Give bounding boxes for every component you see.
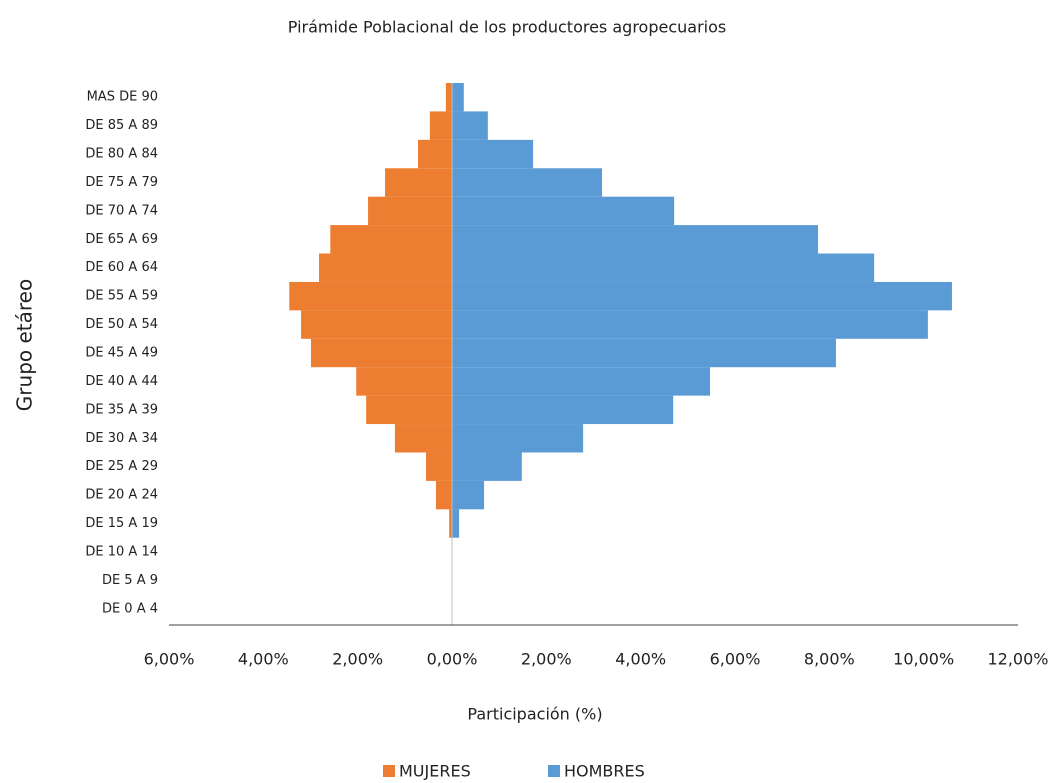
bar bbox=[452, 480, 485, 510]
x-tick-label: 10,00% bbox=[893, 650, 954, 669]
y-axis-title: Grupo etáreo bbox=[13, 279, 37, 411]
y-tick-label: DE 50 A 54 bbox=[85, 317, 158, 332]
bar bbox=[452, 168, 602, 197]
x-tick-label: 2,00% bbox=[332, 650, 383, 669]
bar bbox=[452, 111, 488, 140]
bar bbox=[452, 367, 711, 396]
y-tick-label: DE 70 A 74 bbox=[85, 203, 158, 218]
y-tick-label: DE 80 A 84 bbox=[85, 147, 158, 162]
bar bbox=[452, 253, 875, 282]
y-tick-label: DE 45 A 49 bbox=[85, 346, 158, 361]
y-tick-label: DE 25 A 29 bbox=[85, 459, 158, 474]
bar bbox=[445, 83, 452, 112]
y-tick-label: DE 40 A 44 bbox=[85, 374, 158, 389]
x-tick-label: 8,00% bbox=[804, 650, 855, 669]
bar bbox=[435, 480, 452, 510]
bar bbox=[449, 509, 452, 538]
chart-title: Pirámide Poblacional de los productores … bbox=[288, 18, 726, 37]
x-tick-label: 4,00% bbox=[238, 650, 289, 669]
bar bbox=[452, 424, 584, 453]
bar bbox=[385, 168, 452, 197]
y-tick-label: DE 35 A 39 bbox=[85, 402, 158, 417]
bar bbox=[368, 196, 452, 226]
bar bbox=[418, 139, 452, 169]
y-tick-label: MAS DE 90 bbox=[87, 90, 158, 105]
bar bbox=[429, 111, 452, 140]
legend-label: MUJERES bbox=[399, 762, 471, 781]
x-tick-label: 0,00% bbox=[427, 650, 478, 669]
x-axis-title: Participación (%) bbox=[467, 705, 602, 724]
y-tick-label: DE 15 A 19 bbox=[85, 516, 158, 531]
bar bbox=[356, 367, 452, 396]
bar bbox=[452, 196, 675, 226]
y-tick-label: DE 20 A 24 bbox=[85, 488, 158, 503]
bar bbox=[289, 281, 452, 311]
bar bbox=[426, 452, 452, 481]
x-tick-label: 4,00% bbox=[615, 650, 666, 669]
y-tick-label: DE 65 A 69 bbox=[85, 232, 158, 247]
bar bbox=[452, 225, 819, 254]
bar bbox=[394, 424, 452, 453]
bar bbox=[452, 395, 674, 425]
bar bbox=[452, 452, 522, 481]
y-tick-label: DE 85 A 89 bbox=[85, 118, 158, 133]
bar bbox=[452, 338, 836, 368]
bar bbox=[301, 310, 452, 339]
y-tick-label: DE 60 A 64 bbox=[85, 260, 158, 275]
bar bbox=[452, 139, 534, 169]
bar bbox=[452, 310, 928, 339]
x-tick-label: 12,00% bbox=[987, 650, 1048, 669]
y-tick-label: DE 75 A 79 bbox=[85, 175, 158, 190]
x-tick-label: 6,00% bbox=[144, 650, 195, 669]
legend-swatch bbox=[548, 765, 560, 777]
x-tick-label: 6,00% bbox=[710, 650, 761, 669]
legend-swatch bbox=[383, 765, 395, 777]
y-tick-label: DE 0 A 4 bbox=[102, 601, 158, 616]
bar bbox=[452, 509, 460, 538]
bar bbox=[452, 281, 952, 311]
bar bbox=[452, 83, 464, 112]
x-tick-label: 2,00% bbox=[521, 650, 572, 669]
bar bbox=[330, 225, 452, 254]
y-tick-label: DE 10 A 14 bbox=[85, 544, 158, 559]
bar bbox=[366, 395, 452, 425]
y-tick-label: DE 5 A 9 bbox=[102, 573, 158, 588]
y-tick-label: DE 30 A 34 bbox=[85, 431, 158, 446]
legend-label: HOMBRES bbox=[564, 762, 645, 781]
y-tick-label: DE 55 A 59 bbox=[85, 289, 158, 304]
bar bbox=[318, 253, 452, 282]
bar bbox=[310, 338, 452, 368]
